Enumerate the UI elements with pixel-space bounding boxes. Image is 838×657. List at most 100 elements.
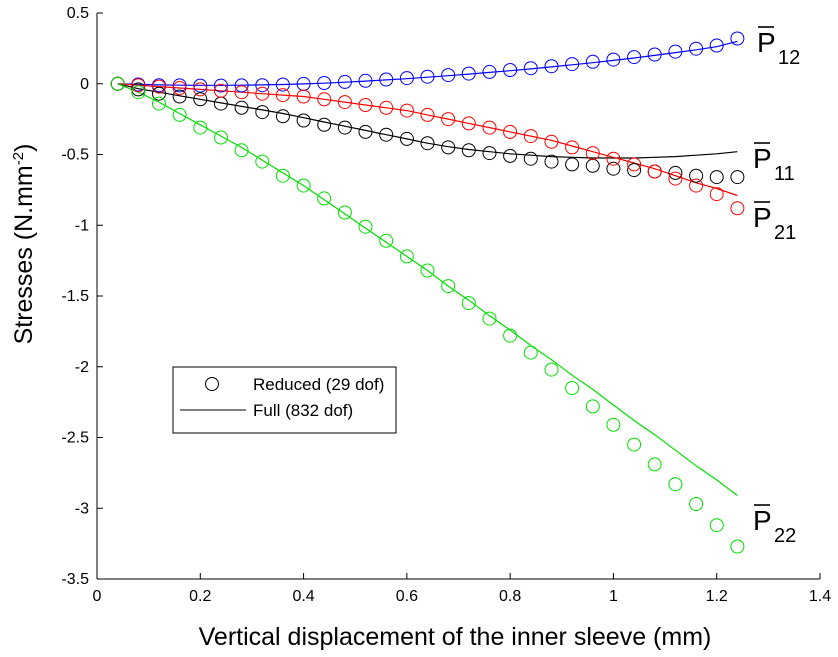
reduced-point-11 <box>668 165 683 180</box>
axis-ticks: 0 0.2 0.4 0.6 0.8 1 1.2 1.4 0.5 0 -0.5 -1 -1.5 -2 -2.5… <box>61 5 831 605</box>
y-tick-label: -2 <box>75 359 89 376</box>
reduced-point-11 <box>627 163 642 178</box>
reduced-point-21 <box>709 187 724 202</box>
reduced-point-22 <box>275 168 290 183</box>
reduced-point-22 <box>709 518 724 533</box>
reduced-point-11 <box>461 143 476 158</box>
reduced-point-21 <box>606 151 621 166</box>
reduced-point-22 <box>627 437 642 452</box>
reduced-point-11 <box>172 89 187 104</box>
reduced-point-12 <box>234 78 249 93</box>
reduced-point-12 <box>482 64 497 79</box>
reduced-point-21 <box>523 129 538 144</box>
reduced-point-21 <box>172 81 187 95</box>
reduced-point-22 <box>523 345 538 360</box>
reduced-point-11 <box>420 136 435 151</box>
x-axis-label: Vertical displacement of the inner sleev… <box>199 623 712 651</box>
series-label-symbol: P <box>753 505 772 536</box>
series-label-subscript: 22 <box>774 525 796 547</box>
reduced-point-21 <box>234 85 249 100</box>
reduced-point-12 <box>358 73 373 88</box>
reduced-point-21 <box>296 89 311 104</box>
x-tick-label: 0.4 <box>292 588 314 605</box>
reduced-point-22 <box>131 85 146 100</box>
x-tick-label: 1 <box>609 588 618 605</box>
full-line-12 <box>117 40 738 86</box>
reduced-point-22 <box>503 328 518 343</box>
series-label-subscript: 12 <box>778 47 800 69</box>
series-label-subscript: 21 <box>774 222 796 244</box>
legend-label-reduced: Reduced (29 dof) <box>253 375 384 394</box>
reduced-point-22 <box>565 381 580 395</box>
reduced-point-12 <box>585 54 600 69</box>
x-tick-label: 1.4 <box>809 588 831 605</box>
reduced-point-22 <box>152 96 166 111</box>
reduced-point-22 <box>358 219 373 234</box>
y-tick-label: -1.5 <box>61 288 89 305</box>
reduced-point-11 <box>193 92 208 107</box>
reduced-point-22 <box>193 120 208 135</box>
y-tick-label: -3 <box>75 500 89 517</box>
series-label-p21: P 21 <box>753 201 796 244</box>
series-labels: P 12P 11P 21P 22 <box>753 26 800 547</box>
reduced-point-21 <box>131 78 146 93</box>
reduced-point-12 <box>379 72 394 87</box>
reduced-point-21 <box>647 164 662 179</box>
reduced-point-11 <box>234 100 249 115</box>
reduced-point-11 <box>544 154 559 169</box>
reduced-point-11 <box>565 157 580 172</box>
y-tick-label: -1 <box>75 217 89 234</box>
reduced-point-12 <box>420 69 435 84</box>
reduced-point-21 <box>275 88 290 103</box>
reduced-point-22 <box>234 143 249 158</box>
reduced-point-22 <box>296 178 311 193</box>
reduced-point-12 <box>647 47 662 62</box>
reduced-point-11 <box>503 148 518 163</box>
reduced-point-11 <box>482 146 497 161</box>
reduced-point-22 <box>606 417 621 432</box>
reduced-point-21 <box>213 83 228 98</box>
reduced-point-21 <box>668 171 683 186</box>
reduced-point-12 <box>544 59 559 74</box>
reduced-point-22 <box>647 457 662 472</box>
reduced-point-21 <box>358 98 373 112</box>
reduced-point-21 <box>689 178 704 193</box>
reduced-point-12 <box>565 57 580 72</box>
reduced-point-11 <box>399 131 414 146</box>
reduced-point-22 <box>420 263 435 278</box>
reduced-point-21 <box>441 112 456 127</box>
reduced-point-21 <box>193 82 208 97</box>
reduced-point-22 <box>730 539 745 554</box>
reduced-point-11 <box>152 86 166 101</box>
reduced-point-12 <box>709 38 724 53</box>
y-tick-label: 0.5 <box>67 5 89 22</box>
series-label-p12: P 12 <box>757 26 800 69</box>
reduced-point-21 <box>420 107 435 122</box>
reduced-point-12 <box>441 68 456 83</box>
legend-marker-reduced <box>205 377 219 391</box>
reduced-point-22 <box>689 497 704 511</box>
full-line-22 <box>117 83 738 496</box>
reduced-point-22 <box>337 205 352 220</box>
reduced-point-21 <box>482 120 497 135</box>
y-tick-label: -3.5 <box>61 571 89 588</box>
reduced-point-21 <box>379 100 394 115</box>
reduced-point-12 <box>606 52 621 67</box>
y-tick-label: 0 <box>80 76 89 93</box>
reduced-point-12 <box>275 77 290 92</box>
reduced-point-22 <box>544 362 559 377</box>
x-tick-label: 0.8 <box>499 588 521 605</box>
reduced-model-markers <box>110 31 745 554</box>
reduced-point-22 <box>399 249 414 264</box>
reduced-point-12 <box>213 78 228 93</box>
x-tick-label: 0.2 <box>189 588 211 605</box>
reduced-point-21 <box>399 103 414 118</box>
legend: Reduced (29 dof) Full (832 dof) <box>172 366 397 434</box>
reduced-point-12 <box>689 41 704 56</box>
series-label-subscript: 11 <box>774 163 795 185</box>
reduced-point-22 <box>668 477 683 492</box>
reduced-point-12 <box>317 76 332 90</box>
y-axis-label-exponent: -2 <box>10 152 27 165</box>
y-tick-label: -2.5 <box>61 430 89 447</box>
